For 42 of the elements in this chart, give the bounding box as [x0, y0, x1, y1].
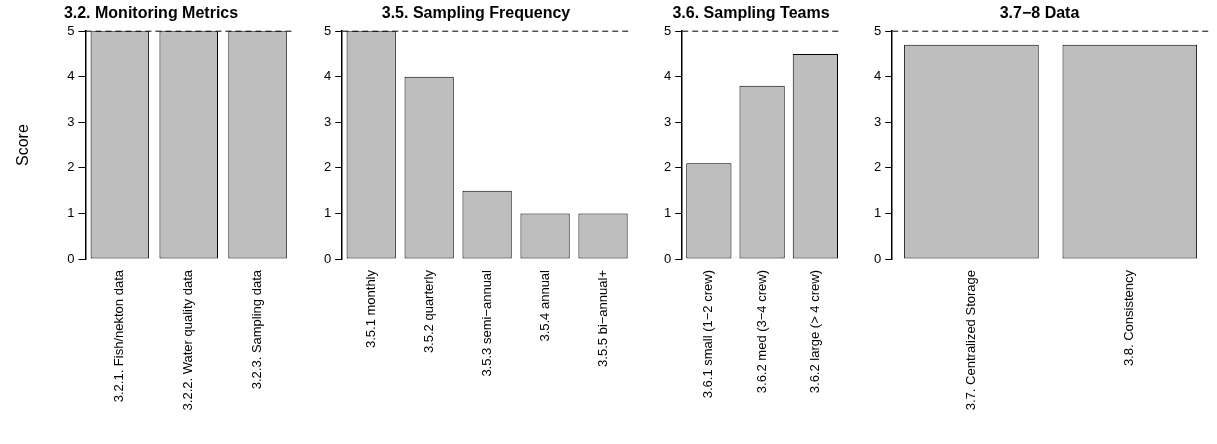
y-tick-label: 0	[67, 250, 75, 266]
x-tick-label: 3.2.3. Sampling data	[249, 269, 265, 390]
y-tick-label: 2	[664, 159, 672, 175]
y-axis-title: Score	[14, 124, 32, 166]
x-tick-label: 3.7. Centralized Storage	[963, 270, 978, 411]
chart-title: 3.5. Sampling Frequency	[381, 4, 571, 22]
y-tick-label: 0	[324, 250, 332, 266]
y-tick-label: 4	[664, 68, 672, 84]
chart-title: 3.6. Sampling Teams	[672, 4, 830, 22]
y-tick-label: 0	[664, 250, 672, 266]
y-tick-label: 1	[324, 205, 332, 221]
y-tick-label: 2	[324, 159, 332, 175]
x-tick-label: 3.6.2 med (3−4 crew)	[753, 270, 769, 394]
y-tick-label: 1	[67, 205, 75, 221]
y-tick-label: 2	[874, 159, 882, 175]
x-tick-label: 3.2.1. Fish/nekton data	[111, 269, 127, 403]
x-tick-label: 3.5.2 quarterly	[420, 269, 436, 354]
y-tick-label: 1	[874, 205, 882, 221]
chart-title: 3.7−8 Data	[999, 4, 1080, 22]
y-tick-label: 4	[324, 68, 332, 84]
y-tick-label: 1	[664, 205, 672, 221]
y-tick-label: 4	[67, 68, 75, 84]
x-tick-label: 3.6.2 large (> 4 crew)	[806, 270, 822, 394]
x-tick-label: 3.2.2. Water quality data	[180, 269, 196, 411]
y-tick-label: 0	[874, 250, 882, 266]
x-tick-label: 3.5.4 annual	[536, 269, 552, 342]
y-tick-label: 3	[664, 113, 672, 129]
y-tick-label: 5	[324, 22, 332, 38]
y-tick-label: 3	[324, 113, 332, 129]
x-tick-label: 3.8. Consistency	[1121, 269, 1137, 367]
y-tick-label: 3	[67, 113, 75, 129]
y-tick-label: 5	[874, 22, 882, 38]
x-tick-label: 3.5.3 semi−annual	[478, 269, 494, 377]
y-tick-label: 5	[67, 22, 75, 38]
y-tick-label: 5	[664, 22, 672, 38]
x-tick-label: 3.5.5 bi−annual+	[594, 270, 610, 367]
y-tick-label: 3	[874, 113, 882, 129]
y-tick-label: 4	[874, 68, 882, 84]
y-tick-label: 2	[67, 159, 75, 175]
chart-title: 3.2. Monitoring Metrics	[63, 4, 239, 22]
x-tick-label: 3.5.1 monthly	[362, 269, 378, 349]
x-tick-label: 3.6.1 small (1−2 crew)	[700, 270, 716, 399]
